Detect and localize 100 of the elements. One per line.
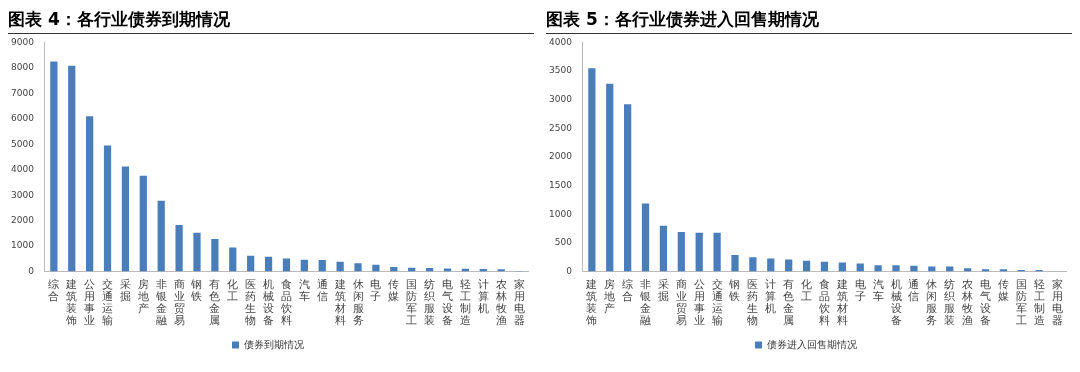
bar	[892, 265, 900, 272]
x-tick-label: 有色金属	[209, 277, 221, 327]
y-tick-label: 2000	[549, 151, 573, 162]
bar	[588, 68, 596, 272]
bar	[175, 225, 183, 272]
y-tick-label: 4000	[11, 164, 35, 175]
x-tick-label: 纺织服装	[944, 277, 956, 327]
x-tick-label: 食品饮料	[279, 277, 292, 327]
bar	[247, 255, 255, 272]
bar	[606, 83, 614, 272]
y-tick-label: 500	[554, 237, 573, 248]
x-tick-label: 公用事业	[693, 277, 705, 327]
x-tick-label: 建筑装饰	[585, 277, 598, 327]
x-tick-label: 电子	[854, 277, 866, 303]
x-tick-label: 传媒	[997, 277, 1009, 303]
x-tick-label: 化工	[801, 277, 813, 303]
bar	[946, 266, 954, 272]
x-tick-label: 商业贸易	[675, 277, 687, 327]
bar	[68, 65, 76, 272]
bar	[713, 232, 721, 272]
x-tick-label: 计算机	[765, 277, 777, 315]
x-tick-label: 国防军工	[406, 277, 418, 327]
legend-label: 债券到期情况	[244, 338, 304, 350]
bar	[157, 200, 165, 272]
x-tick-label: 综合	[622, 277, 634, 303]
bar	[677, 232, 685, 272]
x-tick-label: 有色金属	[783, 277, 795, 327]
bar	[767, 258, 775, 272]
bar	[695, 232, 703, 272]
x-tick-label: 休闲服务	[926, 277, 938, 327]
x-tick-label: 电气设备	[979, 277, 991, 327]
chart-title: 图表 4：各行业债券到期情况	[8, 8, 534, 34]
x-tick-label: 轻工制造	[1033, 277, 1045, 327]
y-tick-label: 9000	[11, 36, 35, 47]
x-tick-label: 家用电器	[1051, 277, 1063, 327]
x-tick-label: 商业贸易	[173, 277, 185, 327]
bar	[121, 166, 130, 272]
x-tick-label: 通信	[316, 277, 328, 303]
y-tick-label: 2500	[549, 122, 573, 133]
y-tick-label: 2000	[11, 215, 35, 226]
bar	[659, 225, 668, 272]
y-tick-label: 3500	[549, 65, 573, 76]
x-tick-label: 农林牧渔	[961, 277, 974, 327]
x-tick-label: 家用电器	[513, 277, 525, 327]
x-tick-label: 农林牧渔	[494, 277, 507, 327]
x-tick-label: 综合	[48, 277, 60, 303]
x-tick-label: 计算机	[477, 277, 489, 315]
x-tick-label: 汽车	[872, 277, 884, 303]
x-tick-label: 电气设备	[441, 277, 453, 327]
bar	[264, 256, 273, 272]
bar	[193, 232, 201, 272]
x-tick-label: 轻工制造	[459, 277, 471, 327]
bar	[838, 262, 846, 272]
x-tick-label: 钢铁	[190, 277, 203, 303]
x-tick-label: 通信	[908, 277, 920, 303]
y-tick-label: 3000	[549, 94, 573, 105]
bar	[749, 257, 757, 272]
y-tick-label: 0	[566, 265, 573, 276]
bar	[874, 265, 882, 272]
legend-label: 债券进入回售期情况	[767, 338, 857, 350]
y-tick-label: 4000	[549, 36, 573, 47]
x-tick-label: 食品饮料	[817, 277, 830, 327]
bar	[211, 239, 219, 272]
bar	[229, 247, 237, 272]
x-tick-label: 房地产	[603, 277, 616, 315]
bar	[354, 263, 362, 272]
x-tick-label: 非银金融	[154, 277, 167, 327]
bar	[86, 116, 94, 272]
bar	[928, 266, 936, 272]
x-tick-label: 汽车	[298, 277, 310, 303]
x-tick-label: 化工	[227, 277, 239, 303]
y-tick-label: 1000	[11, 240, 35, 251]
bar	[910, 265, 918, 272]
x-tick-label: 电子	[370, 277, 382, 303]
chart-title: 图表 5：各行业债券进入回售期情况	[546, 8, 1072, 34]
x-tick-label: 建筑材料	[835, 277, 848, 327]
x-tick-label: 机械设备	[890, 277, 902, 327]
y-tick-label: 1500	[549, 179, 573, 190]
x-tick-label: 医药生物	[747, 277, 759, 327]
bar	[103, 145, 112, 272]
y-tick-label: 0	[28, 265, 35, 276]
x-tick-label: 国防军工	[1015, 277, 1027, 327]
y-tick-label: 6000	[11, 113, 35, 124]
bar	[372, 264, 380, 272]
y-tick-label: 8000	[11, 62, 35, 73]
x-tick-label: 机械设备	[263, 277, 275, 327]
x-tick-label: 房地产	[136, 277, 149, 315]
x-tick-label: 建筑材料	[333, 277, 346, 327]
x-tick-label: 公用事业	[84, 277, 96, 327]
bar	[139, 175, 147, 272]
x-tick-label: 休闲服务	[352, 277, 364, 327]
x-tick-label: 钢铁	[728, 277, 741, 303]
bar	[624, 104, 632, 272]
y-tick-label: 1000	[549, 208, 573, 219]
x-tick-label: 建筑装饰	[65, 277, 78, 327]
x-tick-label: 交通运输	[102, 277, 114, 327]
bar	[318, 259, 326, 272]
x-tick-label: 采掘	[657, 277, 669, 303]
x-tick-label: 医药生物	[245, 277, 257, 327]
x-tick-label: 非银金融	[639, 277, 652, 327]
